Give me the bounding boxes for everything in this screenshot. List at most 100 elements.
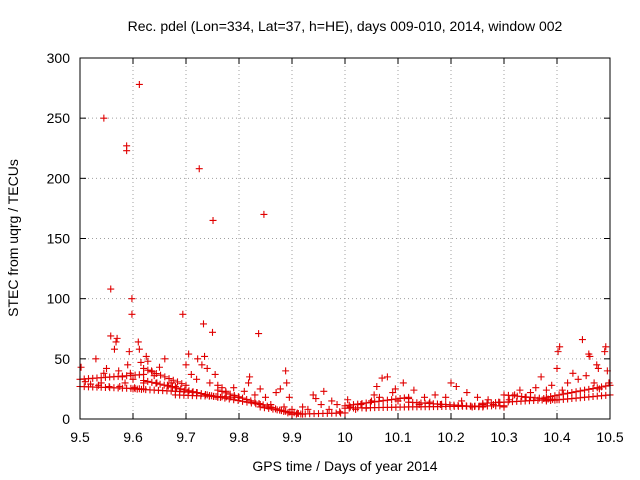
x-tick-label: 9.9 — [282, 429, 302, 445]
data-point — [193, 375, 201, 383]
data-point — [140, 370, 148, 378]
data-point — [282, 367, 290, 375]
data-point — [113, 334, 121, 342]
data-point — [399, 379, 407, 387]
data-point — [107, 285, 115, 293]
data-point — [185, 387, 193, 395]
data-point — [144, 377, 152, 385]
data-point — [256, 385, 264, 393]
data-point — [256, 403, 264, 411]
data-point — [148, 368, 156, 376]
data-point — [383, 396, 391, 404]
x-tick-label: 9.5 — [70, 429, 90, 445]
data-point — [135, 80, 143, 88]
data-point — [589, 385, 597, 393]
data-point — [201, 352, 209, 360]
data-point — [556, 343, 564, 351]
data-point — [532, 384, 540, 392]
data-point — [199, 320, 207, 328]
data-point — [230, 384, 238, 392]
data-point — [251, 398, 259, 406]
data-point — [156, 363, 163, 371]
data-point — [578, 336, 586, 344]
data-point — [260, 210, 268, 218]
data-point — [277, 407, 285, 415]
data-point — [452, 383, 460, 391]
data-point — [206, 379, 214, 387]
data-point — [349, 401, 357, 409]
data-point — [421, 393, 428, 401]
data-point — [593, 361, 601, 369]
data-point — [165, 375, 173, 383]
data-point — [601, 348, 609, 356]
data-point — [542, 386, 550, 394]
data-point — [135, 345, 143, 353]
data-point — [245, 379, 253, 387]
data-point — [276, 385, 284, 393]
data-point — [484, 396, 492, 404]
data-point — [366, 398, 374, 406]
data-point — [161, 373, 169, 381]
data-point — [602, 382, 610, 390]
data-point — [431, 391, 439, 399]
data-point — [156, 380, 164, 388]
data-point — [152, 370, 160, 378]
data-point — [375, 397, 383, 405]
y-tick-label: 100 — [47, 291, 71, 307]
data-point — [368, 397, 375, 405]
data-point — [320, 387, 328, 395]
data-point — [216, 393, 224, 401]
data-point — [576, 387, 584, 395]
data-point — [354, 400, 362, 408]
data-point — [267, 401, 275, 409]
data-point — [195, 165, 203, 173]
y-tick-label: 50 — [54, 351, 70, 367]
data-point — [344, 396, 352, 404]
y-tick-label: 250 — [47, 110, 71, 126]
data-point — [121, 379, 129, 387]
data-point — [212, 393, 220, 401]
data-point — [341, 402, 349, 410]
data-point — [362, 399, 370, 407]
data-point — [157, 371, 165, 379]
data-point — [378, 374, 386, 382]
data-point — [140, 364, 148, 372]
data-point — [569, 369, 577, 377]
data-point — [125, 348, 133, 356]
data-point — [203, 364, 211, 372]
data-point — [181, 386, 189, 394]
data-point — [548, 381, 556, 389]
data-point — [160, 381, 168, 389]
data-point — [164, 382, 172, 390]
data-point — [225, 395, 233, 403]
data-point — [179, 310, 187, 318]
data-point — [255, 399, 263, 407]
data-point — [602, 343, 610, 351]
data-point — [328, 397, 336, 405]
y-tick-label: 0 — [62, 411, 70, 427]
data-point — [389, 389, 397, 397]
data-point — [516, 386, 524, 394]
x-tick-label: 9.7 — [176, 429, 196, 445]
data-point — [209, 216, 217, 224]
data-point — [598, 383, 606, 391]
data-point — [140, 376, 148, 384]
x-tick-label: 9.8 — [229, 429, 249, 445]
data-point — [134, 338, 142, 346]
data-point — [100, 369, 108, 377]
data-point — [581, 386, 589, 394]
data-point — [214, 386, 222, 394]
x-tick-label: 10.1 — [384, 429, 411, 445]
data-point — [77, 363, 85, 371]
data-point — [222, 389, 230, 397]
x-tick-label: 10 — [337, 429, 353, 445]
data-point — [123, 147, 131, 155]
data-point — [208, 392, 216, 400]
data-point — [370, 391, 378, 399]
data-point — [182, 361, 190, 369]
data-points — [76, 80, 614, 418]
y-tick-label: 300 — [47, 50, 71, 66]
data-point — [568, 389, 576, 397]
data-point — [391, 385, 399, 393]
data-point — [474, 393, 481, 401]
